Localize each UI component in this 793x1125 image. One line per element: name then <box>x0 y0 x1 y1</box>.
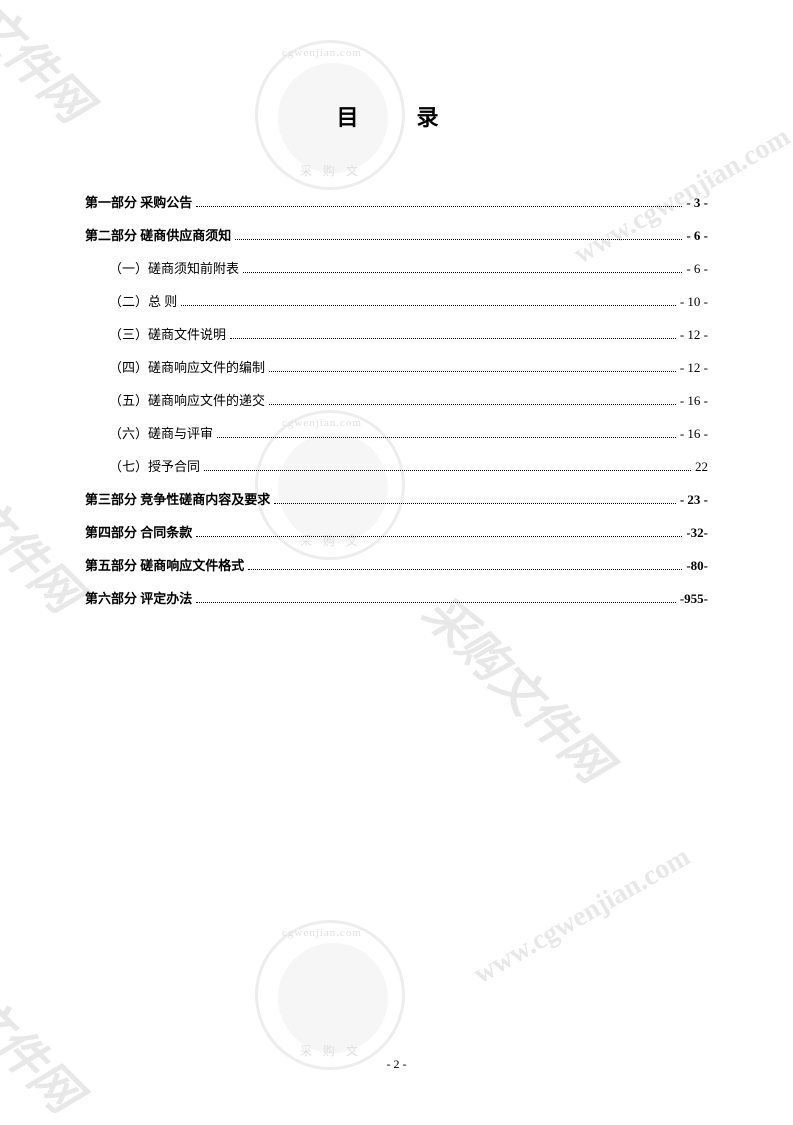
toc-page: - 6 - <box>686 261 708 277</box>
toc-label: 第二部分 磋商供应商须知 <box>85 225 231 244</box>
watermark-text: 采购文件网 <box>410 575 629 794</box>
page-number: - 2 - <box>0 1057 793 1072</box>
toc-page: - 16 - <box>680 393 708 409</box>
toc-dots <box>196 206 682 207</box>
toc-page: 22 <box>695 459 708 475</box>
toc-label: （四）磋商响应文件的编制 <box>109 357 265 376</box>
toc-label: （三）磋商文件说明 <box>109 324 226 343</box>
toc-label: （七）授予合同 <box>109 456 200 475</box>
toc-dots <box>248 569 682 570</box>
document-content: 目 录 第一部分 采购公告- 3 -第二部分 磋商供应商须知- 6 -（一）磋商… <box>0 0 793 607</box>
toc-dots <box>235 239 682 240</box>
toc-page: - 3 - <box>686 195 708 211</box>
toc-dots <box>217 437 676 438</box>
toc-dots <box>274 503 676 504</box>
toc-entry: 第五部分 磋商响应文件格式 -80- <box>85 555 708 574</box>
toc-dots <box>181 305 676 306</box>
toc-dots <box>230 338 676 339</box>
toc-page: - 6 - <box>686 228 708 244</box>
toc-page: - 12 - <box>680 327 708 343</box>
toc-container: 第一部分 采购公告- 3 -第二部分 磋商供应商须知- 6 -（一）磋商须知前附… <box>85 192 708 607</box>
toc-entry: （五）磋商响应文件的递交 - 16 - <box>85 390 708 409</box>
toc-entry: （四）磋商响应文件的编制 - 12 - <box>85 357 708 376</box>
toc-page: -955- <box>680 591 708 607</box>
toc-title: 目 录 <box>85 100 708 132</box>
toc-entry: （一）磋商须知前附表 - 6 - <box>85 258 708 277</box>
toc-entry: （二）总 则 - 10 - <box>85 291 708 310</box>
toc-label: 第三部分 竞争性磋商内容及要求 <box>85 489 270 508</box>
watermark-url: cgwenjian.com <box>282 927 362 939</box>
toc-entry: （三）磋商文件说明 - 12 - <box>85 324 708 343</box>
toc-entry: （六）磋商与评审 - 16 - <box>85 423 708 442</box>
toc-dots <box>269 371 676 372</box>
toc-page: -32- <box>686 525 708 541</box>
toc-label: （六）磋商与评审 <box>109 423 213 442</box>
watermark-text: www.cgwenjian.com <box>468 841 695 991</box>
toc-page: -80- <box>686 558 708 574</box>
toc-entry: （七）授予合同 22 <box>85 456 708 475</box>
toc-entry: 第三部分 竞争性磋商内容及要求 - 23 - <box>85 489 708 508</box>
toc-dots <box>196 536 682 537</box>
toc-label: （五）磋商响应文件的递交 <box>109 390 265 409</box>
toc-label: 第一部分 采购公告 <box>85 192 192 211</box>
toc-page: - 12 - <box>680 360 708 376</box>
toc-page: - 10 - <box>680 294 708 310</box>
watermark-text: 采购文件网 <box>0 905 100 1124</box>
toc-page: - 23 - <box>680 492 708 508</box>
toc-label: （一）磋商须知前附表 <box>109 258 239 277</box>
watermark-logo: cgwenjian.com 采 购 文 <box>255 920 405 1070</box>
toc-label: （二）总 则 <box>109 291 177 310</box>
toc-label: 第六部分 评定办法 <box>85 588 192 607</box>
toc-dots <box>196 602 676 603</box>
toc-dots <box>204 470 691 471</box>
toc-dots <box>269 404 676 405</box>
toc-label: 第四部分 合同条款 <box>85 522 192 541</box>
toc-entry: 第六部分 评定办法 -955- <box>85 588 708 607</box>
toc-entry: 第二部分 磋商供应商须知 - 6 - <box>85 225 708 244</box>
toc-entry: 第一部分 采购公告 - 3 - <box>85 192 708 211</box>
toc-label: 第五部分 磋商响应文件格式 <box>85 555 244 574</box>
toc-page: - 16 - <box>680 426 708 442</box>
toc-entry: 第四部分 合同条款 -32- <box>85 522 708 541</box>
toc-dots <box>243 272 682 273</box>
